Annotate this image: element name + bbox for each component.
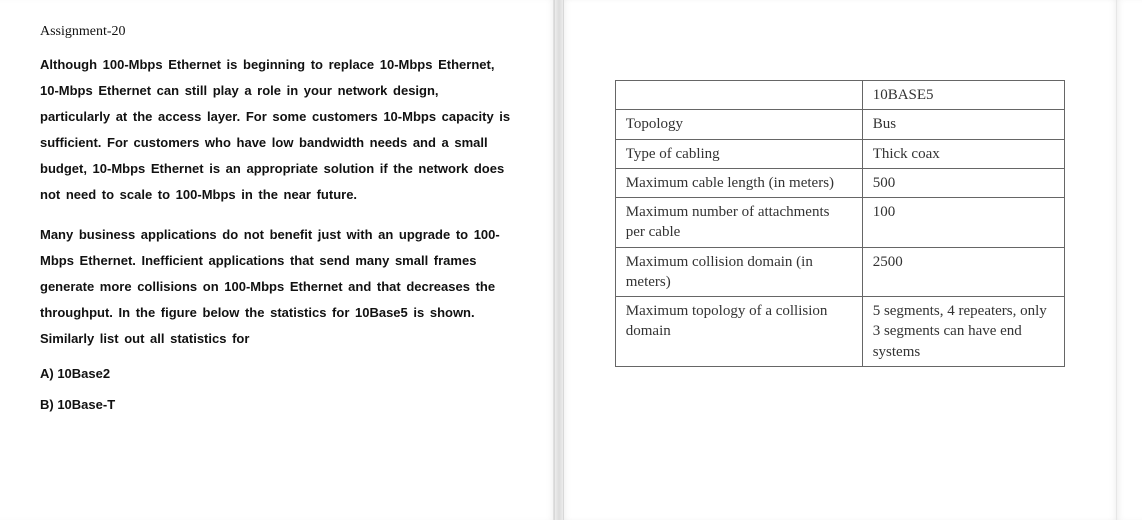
spec-table: 10BASE5 Topology Bus Type of cabling Thi… bbox=[615, 80, 1065, 367]
paragraph-2: Many business applications do not benefi… bbox=[40, 222, 513, 352]
table-row: Topology Bus bbox=[615, 110, 1064, 139]
table-cell-label: Type of cabling bbox=[615, 139, 862, 168]
table-cell-label: Maximum cable length (in meters) bbox=[615, 168, 862, 197]
table-row: Type of cabling Thick coax bbox=[615, 139, 1064, 168]
assignment-title: Assignment-20 bbox=[40, 24, 513, 40]
table-header-value: 10BASE5 bbox=[862, 81, 1064, 110]
book-spread: Assignment-20 Although 100-Mbps Ethernet… bbox=[0, 0, 1142, 520]
option-a: A) 10Base2 bbox=[40, 366, 513, 381]
table-row: Maximum collision domain (in meters) 250… bbox=[615, 247, 1064, 297]
table-row: Maximum topology of a collision domain 5… bbox=[615, 297, 1064, 367]
table-cell-value: Thick coax bbox=[862, 139, 1064, 168]
table-cell-value: 2500 bbox=[862, 247, 1064, 297]
table-cell-value: Bus bbox=[862, 110, 1064, 139]
left-page: Assignment-20 Although 100-Mbps Ethernet… bbox=[0, 0, 554, 520]
table-cell-label: Topology bbox=[615, 110, 862, 139]
table-cell-label: Maximum number of attachments per cable bbox=[615, 198, 862, 248]
table-cell-label: Maximum topology of a collision domain bbox=[615, 297, 862, 367]
table-cell-value: 500 bbox=[862, 168, 1064, 197]
table-cell-value: 100 bbox=[862, 198, 1064, 248]
paragraph-1: Although 100-Mbps Ethernet is beginning … bbox=[40, 52, 513, 208]
table-cell-value: 5 segments, 4 repeaters, only 3 segments… bbox=[862, 297, 1064, 367]
table-cell-label: Maximum collision domain (in meters) bbox=[615, 247, 862, 297]
right-page-edge bbox=[1116, 0, 1142, 520]
option-b: B) 10Base-T bbox=[40, 397, 513, 412]
table-row: Maximum cable length (in meters) 500 bbox=[615, 168, 1064, 197]
page-gutter bbox=[554, 0, 564, 520]
table-header-empty bbox=[615, 81, 862, 110]
table-row: Maximum number of attachments per cable … bbox=[615, 198, 1064, 248]
right-page: 10BASE5 Topology Bus Type of cabling Thi… bbox=[564, 0, 1117, 520]
table-header-row: 10BASE5 bbox=[615, 81, 1064, 110]
